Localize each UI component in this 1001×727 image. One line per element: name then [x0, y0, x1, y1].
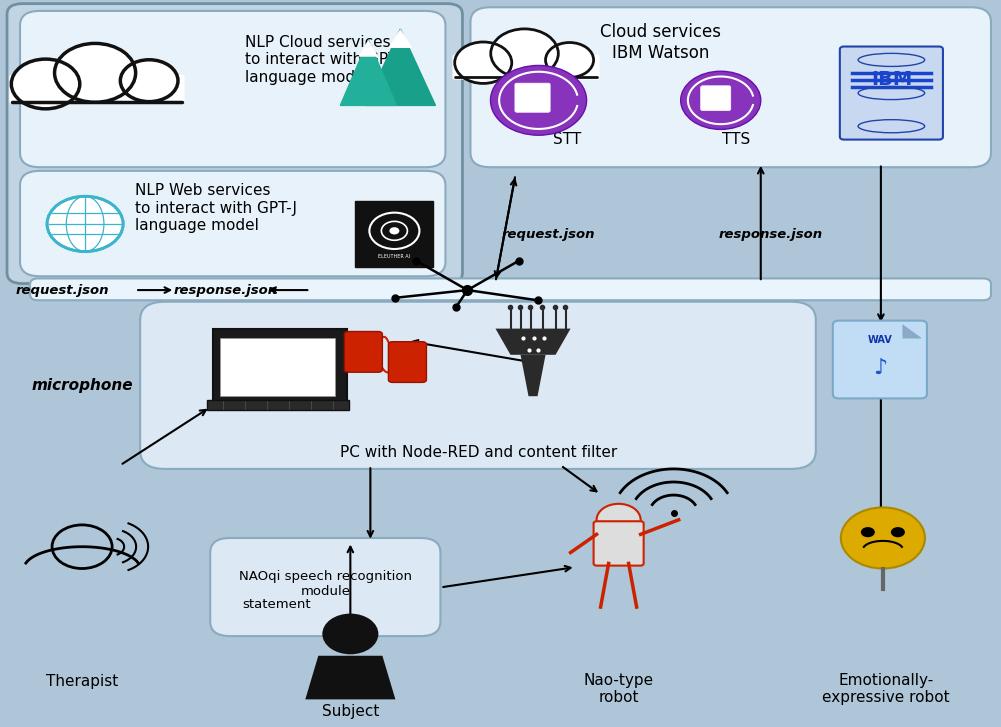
Text: Cloud services
IBM Watson: Cloud services IBM Watson [601, 23, 721, 62]
Polygon shape [340, 40, 396, 105]
FancyBboxPatch shape [594, 521, 644, 566]
Text: IBM: IBM [871, 71, 912, 89]
Text: TTS: TTS [722, 132, 750, 148]
Circle shape [369, 213, 419, 249]
Circle shape [681, 71, 761, 129]
Polygon shape [495, 329, 571, 355]
FancyBboxPatch shape [515, 83, 551, 112]
Circle shape [47, 196, 123, 252]
Text: NLP Cloud services
to interact with GPT-J
language model: NLP Cloud services to interact with GPT-… [245, 35, 407, 85]
Text: Therapist: Therapist [46, 675, 118, 689]
Text: statement: statement [242, 598, 310, 611]
Polygon shape [358, 40, 378, 57]
Circle shape [454, 42, 512, 84]
Text: Subject: Subject [321, 704, 379, 718]
Polygon shape [365, 29, 435, 105]
Text: response.json: response.json [719, 228, 823, 241]
Polygon shape [305, 656, 395, 699]
Circle shape [54, 44, 136, 103]
Circle shape [546, 42, 594, 77]
FancyBboxPatch shape [833, 321, 927, 398]
FancyBboxPatch shape [9, 75, 184, 104]
Polygon shape [521, 355, 546, 396]
Text: STT: STT [554, 132, 582, 148]
FancyBboxPatch shape [20, 171, 445, 276]
Circle shape [861, 527, 875, 537]
Circle shape [322, 614, 378, 654]
Text: NAOqi speech recognition
module: NAOqi speech recognition module [239, 570, 411, 598]
FancyBboxPatch shape [7, 4, 462, 284]
Circle shape [490, 65, 587, 135]
Circle shape [381, 221, 407, 240]
Text: response.json: response.json [173, 284, 277, 297]
Text: Emotionally-
expressive robot: Emotionally- expressive robot [822, 673, 950, 705]
Polygon shape [903, 325, 921, 338]
FancyBboxPatch shape [207, 400, 349, 410]
Polygon shape [515, 118, 546, 130]
Circle shape [597, 504, 641, 536]
Circle shape [841, 507, 925, 569]
FancyBboxPatch shape [20, 11, 445, 167]
FancyBboxPatch shape [140, 302, 816, 469]
FancyBboxPatch shape [213, 329, 347, 405]
Circle shape [891, 527, 905, 537]
Circle shape [490, 29, 559, 78]
Circle shape [11, 59, 80, 109]
FancyBboxPatch shape [701, 86, 731, 111]
Text: request.json: request.json [15, 284, 109, 297]
Polygon shape [701, 115, 727, 125]
Text: WAV: WAV [868, 335, 892, 345]
Text: request.json: request.json [502, 228, 596, 241]
FancyBboxPatch shape [470, 7, 991, 167]
Circle shape [389, 227, 399, 234]
Text: ♪: ♪ [873, 358, 887, 378]
Text: ELEUTHER AI: ELEUTHER AI [378, 254, 410, 260]
Text: Nao-type
robot: Nao-type robot [584, 673, 654, 705]
FancyBboxPatch shape [220, 338, 335, 396]
Circle shape [120, 60, 178, 102]
FancyBboxPatch shape [355, 201, 433, 267]
Polygon shape [388, 29, 412, 48]
FancyBboxPatch shape [388, 342, 426, 382]
FancyBboxPatch shape [452, 55, 600, 79]
Text: microphone: microphone [31, 378, 133, 393]
FancyBboxPatch shape [30, 278, 991, 300]
Text: PC with Node-RED and content filter: PC with Node-RED and content filter [340, 445, 617, 459]
FancyBboxPatch shape [840, 47, 943, 140]
FancyBboxPatch shape [210, 538, 440, 636]
Text: NLP Web services
to interact with GPT-J
language model: NLP Web services to interact with GPT-J … [135, 183, 297, 233]
FancyBboxPatch shape [344, 332, 382, 372]
